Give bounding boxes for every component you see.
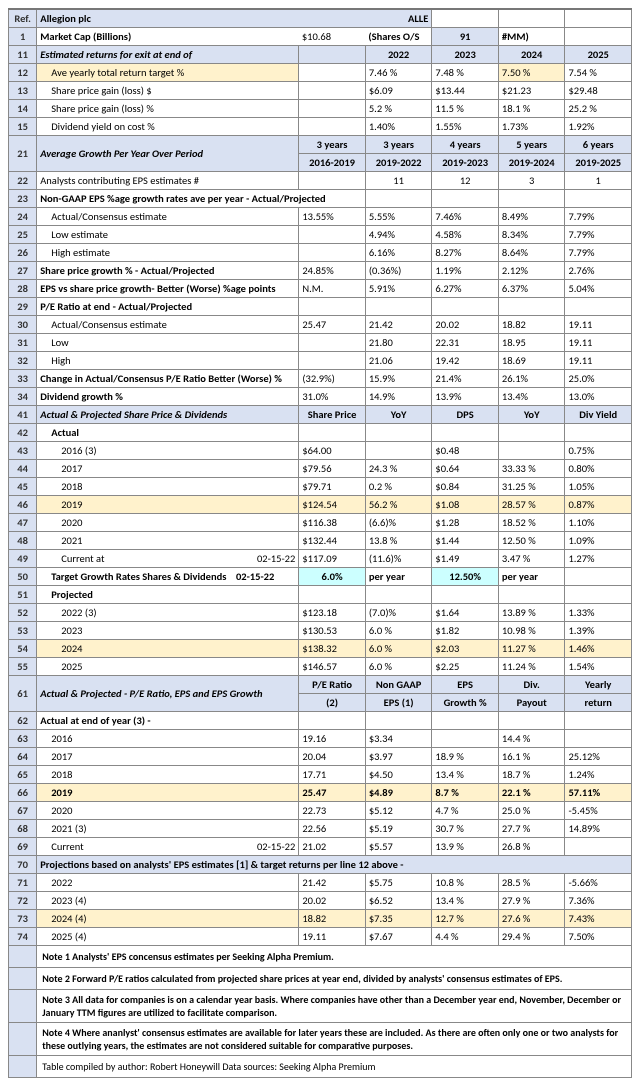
footer-credits: Table compiled by author: Robert Honeywi… bbox=[37, 1056, 632, 1078]
ticker: ALLE bbox=[365, 9, 432, 28]
company-name: Allegion plc bbox=[37, 9, 299, 28]
note-4: Note 4 Where ananlyst' consensus estimat… bbox=[37, 1023, 632, 1056]
section-avg-growth: Average Growth Per Year Over Period bbox=[37, 136, 299, 172]
mcap-value: $10.68 bbox=[299, 28, 366, 46]
header-row-2: 1 Market Cap (Billions) $10.68 (Shares O… bbox=[9, 28, 632, 46]
shares-unit: #MM) bbox=[498, 28, 565, 46]
row-return-target: Ave yearly total return target % bbox=[37, 64, 299, 82]
note-2: Note 2 Forward P/E ratios calculated fro… bbox=[37, 968, 632, 990]
section-returns: Estimated returns for exit at end of bbox=[37, 46, 299, 64]
header-row-1: Ref. Allegion plc ALLE bbox=[9, 9, 632, 28]
section-share-price: Actual & Projected Share Price & Dividen… bbox=[37, 406, 299, 424]
ref-header: Ref. bbox=[9, 9, 37, 28]
note-1: Note 1 Analysts' EPS concensus estimates… bbox=[37, 946, 632, 968]
ref-1: 1 bbox=[9, 28, 37, 46]
shares-value: 91 bbox=[432, 28, 499, 46]
financial-table: Ref. Allegion plc ALLE 1 Market Cap (Bil… bbox=[8, 8, 632, 1078]
section-pe-eps: Actual & Projected - P/E Ratio, EPS and … bbox=[37, 676, 299, 712]
note-3: Note 3 All data for companies is on a ca… bbox=[37, 990, 632, 1023]
shares-label: (Shares O/S bbox=[365, 28, 432, 46]
mcap-label: Market Cap (Billions) bbox=[37, 28, 299, 46]
section-projections: Projections based on analysts' EPS estim… bbox=[37, 856, 632, 874]
